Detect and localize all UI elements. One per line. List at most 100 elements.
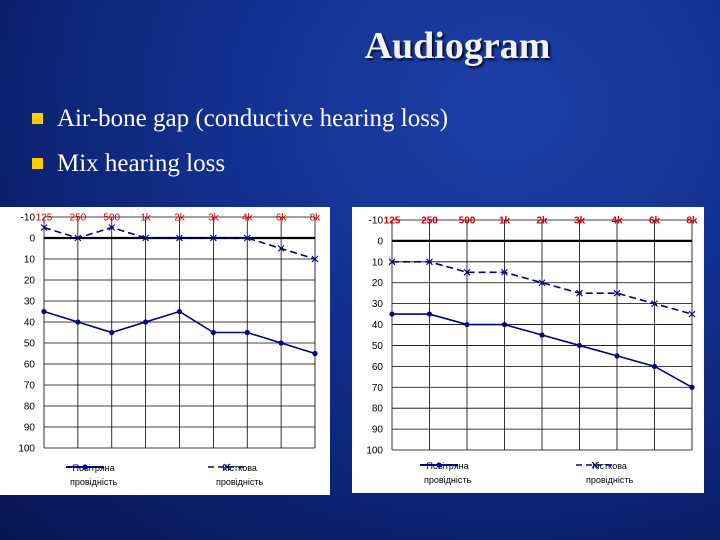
x-tick-label: 2k [174, 213, 186, 224]
x-tick-label: 1k [140, 213, 152, 224]
x-tick-label: 6k [649, 216, 661, 227]
square-bullet-icon [32, 113, 43, 124]
bullet-text: Air-bone gap (conductive hearing loss) [57, 104, 449, 132]
y-tick-label: 0 [29, 234, 35, 245]
bone-conduction-line [43, 226, 316, 260]
y-tick-label: 50 [372, 341, 384, 352]
air-conduction-point [539, 332, 545, 338]
y-tick-label: 70 [24, 381, 36, 392]
x-tick-label: 4k [611, 216, 623, 227]
bone-conduction-point [463, 268, 471, 276]
bone-conduction-point [176, 234, 183, 242]
bone-conduction-point [142, 234, 150, 242]
y-tick-label: 20 [372, 278, 384, 289]
air-conduction-point [689, 384, 695, 390]
air-conduction-point [210, 329, 216, 336]
x-tick-label: 500 [459, 216, 476, 227]
slide-title: Audiogram [364, 25, 551, 67]
x-tick-label: 4k [242, 213, 254, 224]
x-tick-label: 6k [276, 213, 288, 224]
chart-legend: Повітряна провідність Кісткова провідніс… [0, 453, 330, 495]
y-tick-label: 90 [24, 423, 36, 434]
x-tick-label: 8k [310, 213, 322, 224]
bone-conduction-point [74, 234, 82, 242]
legend-bone: Кісткова провідність [206, 461, 263, 489]
air-conduction-point [651, 363, 658, 369]
bone-conduction-point [277, 245, 285, 252]
legend-bone-marker-icon [576, 461, 614, 469]
bone-conduction-point [209, 234, 217, 242]
bullet-text: Mix hearing loss [57, 149, 226, 177]
air-conduction-point [176, 308, 183, 315]
air-conduction-point [143, 319, 149, 325]
air-conduction-point [278, 340, 284, 346]
bone-conduction-point [243, 234, 251, 242]
y-tick-label: 80 [372, 404, 384, 415]
chart-legend: Повітряна провідність Кісткова провідніс… [352, 451, 704, 493]
bone-conduction-point [651, 300, 658, 308]
y-tick-label: 60 [24, 360, 36, 371]
y-tick-label: 80 [24, 402, 36, 413]
x-tick-label: 125 [36, 213, 53, 224]
legend-bone-label: Кісткова [592, 461, 627, 471]
audiogram-plot: -10 0 10 20 30 40 50 60 70 80 90 100 125 250 500 1k 2k 3k… [366, 216, 698, 457]
air-conduction-point [244, 329, 250, 336]
audiogram-plot: -10 0 10 20 30 40 50 60 70 80 90 100 125 250 500 1k 2k 3k… [18, 213, 322, 455]
x-tick-label: 8k [686, 216, 698, 227]
air-conduction-point [312, 350, 318, 357]
y-tick-label: 100 [366, 446, 383, 457]
y-tick-label: 30 [372, 299, 384, 310]
y-tick-label: 20 [24, 276, 36, 287]
y-tick-label: 0 [377, 236, 383, 247]
audiogram-chart-right: -10 0 10 20 30 40 50 60 70 80 90 100 125 250 500 1k 2k 3k… [352, 207, 704, 493]
air-conduction-point [426, 311, 433, 317]
bone-conduction-point [613, 289, 621, 297]
legend-air-label: провідність [424, 475, 472, 485]
legend-bone-label: провідність [216, 477, 264, 487]
x-tick-label: 2k [536, 216, 548, 227]
bone-conduction-point [388, 258, 396, 266]
legend-bone-marker-icon [208, 463, 246, 471]
bone-conduction-line [392, 261, 693, 315]
bone-conduction-point [426, 258, 433, 266]
bullet-list: Air-bone gap (conductive hearing loss) M… [32, 96, 448, 186]
legend-air-marker-icon [66, 464, 104, 470]
y-tick-label: 70 [372, 383, 384, 394]
y-tick-label: 50 [24, 339, 36, 350]
y-tick-label: 10 [24, 255, 36, 266]
legend-air-label: провідність [70, 477, 118, 487]
y-tick-label: -10 [21, 213, 36, 224]
legend-bone-label: Кісткова [222, 463, 257, 473]
x-tick-label: 3k [208, 213, 220, 224]
air-conduction-point [75, 319, 81, 325]
bone-conduction-point [501, 268, 508, 276]
legend-air: Повітряна провідність [64, 461, 117, 489]
bone-conduction-point [108, 224, 116, 231]
legend-bone: Кісткова провідність [574, 459, 633, 487]
y-tick-label: 40 [24, 318, 36, 329]
x-tick-label: 125 [384, 216, 401, 227]
legend-air: Повітряна провідність [418, 459, 471, 487]
legend-air-marker-icon [420, 462, 458, 468]
bone-conduction-point [576, 289, 583, 297]
x-tick-label: 250 [421, 216, 438, 227]
y-tick-label: 40 [372, 320, 384, 331]
air-conduction-point [614, 353, 620, 359]
x-tick-label: 1k [499, 216, 511, 227]
bone-conduction-point [311, 255, 319, 263]
audiogram-chart-left: -10 0 10 20 30 40 50 60 70 80 90 100 125 250 500 1k 2k 3k… [0, 207, 330, 495]
x-tick-label: 250 [70, 213, 87, 224]
bone-conduction-point [40, 224, 48, 231]
bullet-item: Mix hearing loss [32, 141, 448, 186]
x-tick-label: 3k [574, 216, 586, 227]
bone-conduction-point [538, 279, 546, 287]
y-tick-label: 100 [18, 444, 35, 455]
bone-conduction-point [688, 310, 696, 318]
air-conduction-point [576, 342, 583, 349]
air-conduction-point [109, 329, 115, 336]
air-conduction-point [464, 321, 470, 328]
square-bullet-icon [32, 158, 43, 169]
bullet-item: Air-bone gap (conductive hearing loss) [32, 96, 448, 141]
y-tick-label: 30 [24, 297, 36, 308]
legend-bone-label: провідність [586, 475, 634, 485]
